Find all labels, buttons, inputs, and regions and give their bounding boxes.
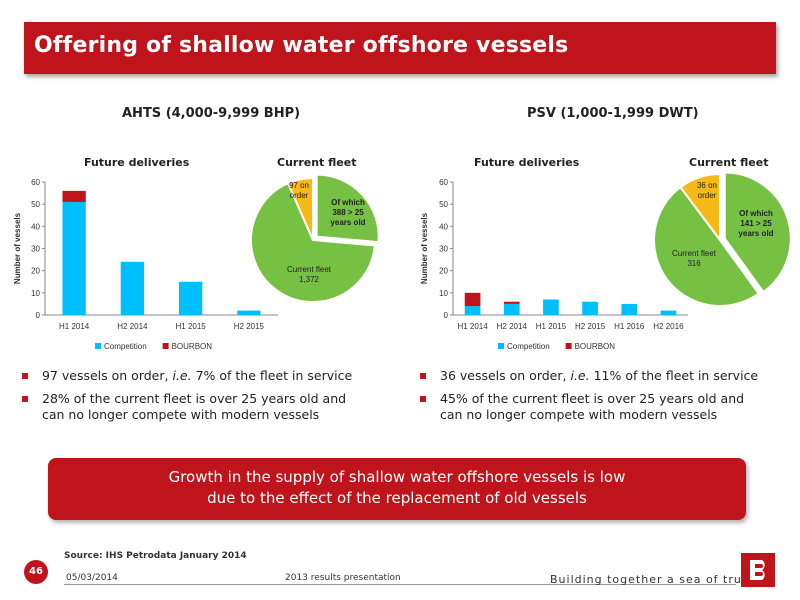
psv-y-tick-label: 60 (439, 178, 448, 187)
ahts-x-tick-label: H2 2014 (117, 322, 148, 331)
ahts-bar-competition (237, 310, 261, 315)
psv-pie-slice (653, 185, 761, 307)
psv-pie-slice (723, 171, 792, 294)
ahts-pie-label: Current fleet (287, 265, 332, 274)
psv-y-tick-label: 20 (439, 267, 448, 276)
psv-pie-label: 36 on (697, 181, 717, 190)
psv-legend-entry: Competition (507, 342, 550, 351)
psv-x-tick-label: H2 2016 (653, 322, 684, 331)
psv-pie-label: order (698, 191, 717, 200)
ahts-bullet-2: 28% of the current fleet is over 25 year… (20, 391, 370, 423)
psv-pie-label: 141 > 25 (740, 219, 772, 228)
ahts-bar-competition (62, 201, 86, 315)
ahts-y-tick-label: 30 (31, 245, 40, 254)
psv-x-tick-label: H2 2014 (497, 322, 528, 331)
ahts-pie-label: order (290, 191, 309, 200)
ahts-pie-slice (250, 181, 376, 303)
psv-x-tick-label: H1 2016 (614, 322, 645, 331)
ahts-y-tick-label: 10 (31, 289, 40, 298)
ahts-legend-swatch (95, 343, 101, 349)
source-note: Source: IHS Petrodata January 2014 (64, 551, 247, 561)
ahts-pie-slice (286, 176, 314, 241)
psv-bar-competition (464, 306, 481, 315)
psv-bar-bourbon (464, 292, 481, 307)
ahts-x-tick-label: H1 2014 (59, 322, 90, 331)
psv-y-tick-label: 40 (439, 222, 448, 231)
psv-legend-entry: BOURBON (575, 342, 616, 351)
ahts-legend-swatch (162, 343, 169, 349)
ahts-y-tick-label: 60 (31, 178, 40, 187)
psv-bar-competition (621, 303, 638, 315)
ahts-y-tick-label: 0 (36, 311, 41, 320)
ahts-y-axis-label: Number of vessels (13, 212, 22, 284)
psv-pie-label: Current fleet (672, 249, 717, 258)
psv-y-tick-label: 50 (439, 200, 448, 209)
ahts-pie-label: 1,372 (299, 275, 320, 284)
psv-y-axis-label: Number of vessels (420, 212, 429, 284)
footer-date: 05/03/2014 (66, 573, 118, 583)
bullet-square-icon (420, 396, 426, 402)
banner-line-1: Growth in the supply of shallow water of… (168, 468, 626, 486)
ahts-pie-label: 97 on (289, 181, 309, 190)
ahts-bullet-list: 97 vessels on order, i.e. 7% of the flee… (20, 368, 370, 430)
banner-line-2: due to the effect of the replacement of … (207, 489, 587, 507)
psv-bar-bourbon (503, 301, 520, 304)
ahts-bar-bourbon (62, 190, 86, 202)
ahts-pie-label: years old (330, 218, 365, 227)
psv-bullet-2: 45% of the current fleet is over 25 year… (418, 391, 768, 423)
page-title: Offering of shallow water offshore vesse… (34, 33, 569, 58)
title-bar: Offering of shallow water offshore vesse… (24, 22, 776, 74)
ahts-pie-label: 388 > 25 (332, 208, 364, 217)
psv-bar-competition (582, 301, 598, 315)
ahts-bar-competition (120, 261, 145, 315)
psv-bullet-list: 36 vessels on order, i.e. 11% of the fle… (418, 368, 768, 430)
ahts-legend-entry: BOURBON (172, 342, 213, 351)
psv-x-tick-label: H1 2014 (457, 322, 488, 331)
psv-legend-swatch (565, 343, 572, 349)
ahts-y-tick-label: 50 (31, 200, 40, 209)
ahts-section-title: AHTS (4,000-9,999 BHP) (122, 106, 301, 121)
ahts-pie-slice (315, 173, 380, 244)
psv-bar-competition (503, 303, 520, 315)
footer-presentation: 2013 results presentation (285, 573, 401, 583)
psv-future-label: Future deliveries (474, 156, 580, 169)
footer-divider (64, 584, 736, 585)
ahts-current-label: Current fleet (277, 156, 357, 169)
psv-y-tick-label: 30 (439, 245, 448, 254)
ahts-legend-entry: Competition (104, 342, 147, 351)
psv-pie-slice (679, 172, 721, 244)
ahts-x-tick-label: H2 2015 (234, 322, 265, 331)
ahts-bar-competition (178, 281, 203, 315)
bullet-square-icon (22, 396, 28, 402)
bourbon-logo (741, 553, 775, 587)
bullet-square-icon (420, 373, 426, 379)
psv-pie-label: 316 (687, 259, 701, 268)
bullet-square-icon (22, 373, 28, 379)
footer-tagline: Building together a sea of trust (550, 573, 754, 586)
conclusion-banner: Growth in the supply of shallow water of… (48, 458, 746, 520)
psv-bullet-1: 36 vessels on order, i.e. 11% of the fle… (418, 368, 768, 384)
psv-current-label: Current fleet (689, 156, 769, 169)
ahts-bullet-1: 97 vessels on order, i.e. 7% of the flee… (20, 368, 370, 384)
ahts-y-tick-label: 20 (31, 267, 40, 276)
ahts-pie-label: Of which (331, 198, 365, 207)
psv-bar-competition (543, 299, 559, 315)
psv-x-tick-label: H2 2015 (575, 322, 606, 331)
psv-y-tick-label: 0 (444, 311, 449, 320)
page-number: 46 (24, 560, 48, 584)
ahts-y-tick-label: 40 (31, 222, 40, 231)
psv-section-title: PSV (1,000-1,999 DWT) (527, 106, 699, 121)
psv-bar-competition (660, 310, 677, 315)
psv-x-tick-label: H1 2015 (536, 322, 567, 331)
psv-legend-swatch (498, 343, 504, 349)
ahts-x-tick-label: H1 2015 (176, 322, 207, 331)
ahts-future-label: Future deliveries (84, 156, 190, 169)
psv-y-tick-label: 10 (439, 289, 448, 298)
psv-pie-label: years old (738, 229, 773, 238)
psv-pie-label: Of which (739, 209, 773, 218)
